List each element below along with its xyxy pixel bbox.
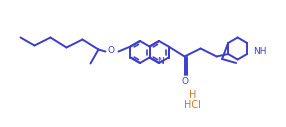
Text: NH: NH xyxy=(253,47,267,57)
Text: N: N xyxy=(157,58,163,67)
Text: O: O xyxy=(181,77,188,86)
Text: HCl: HCl xyxy=(184,99,201,109)
Text: H: H xyxy=(189,90,196,99)
Text: O: O xyxy=(108,46,115,55)
